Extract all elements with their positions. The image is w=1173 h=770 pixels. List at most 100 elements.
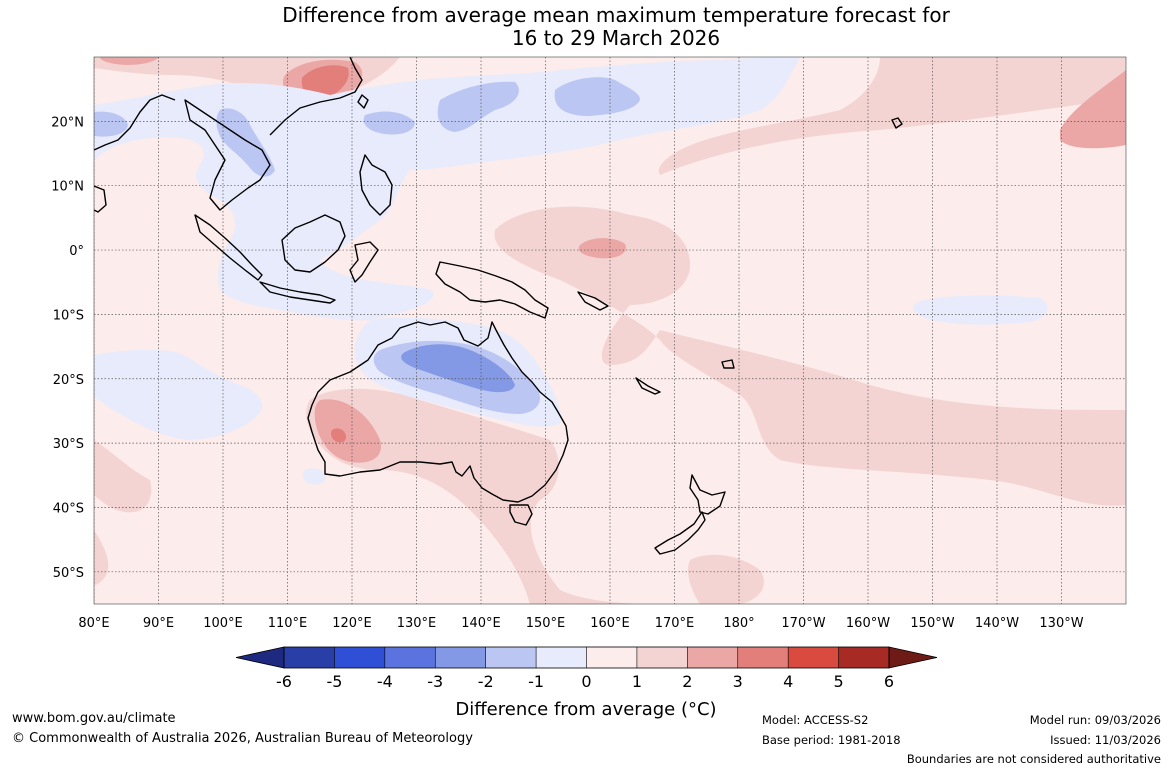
coast-sumatra — [194, 214, 263, 281]
coastlines — [94, 57, 903, 555]
footer-model-run: Model run: 09/03/2026 — [1029, 713, 1161, 727]
anomaly-red-china — [301, 65, 349, 99]
colorbar-tick-label: -2 — [478, 672, 494, 691]
coast-sulawesi — [349, 241, 379, 283]
anomaly-light-red-central-pacific — [494, 206, 1126, 506]
anomaly-light-blue-north — [94, 57, 800, 321]
footer-copyright: © Commonwealth of Australia 2026, Austra… — [12, 731, 473, 746]
colorbar-tick-label: 5 — [833, 672, 843, 691]
footer-issued: Issued: 11/03/2026 — [1050, 733, 1161, 747]
lon-label: 130°E — [397, 616, 437, 631]
lon-label: 160°W — [846, 616, 890, 631]
anomaly-mid-blue-north-3 — [363, 111, 415, 135]
anomaly-red-wa — [331, 428, 347, 443]
anomaly-mid-blue-north-2 — [554, 77, 640, 116]
colorbar-segment — [384, 647, 436, 668]
coast-tasmania — [509, 504, 533, 526]
coast-solomons — [577, 291, 609, 311]
coast-new-zealand-south — [654, 511, 706, 555]
colorbar-segment — [485, 647, 537, 668]
title-line-2: 16 to 29 March 2026 — [511, 26, 721, 50]
latitude-labels: 20°N 10°N 0° 10°S 20°S 30°S 40°S 50°S — [51, 115, 84, 580]
lat-label: 20°N — [51, 115, 84, 130]
lon-label: 110°E — [268, 616, 308, 631]
anomaly-mid-blue-north-1 — [437, 81, 519, 132]
coast-new-caledonia — [635, 377, 661, 395]
coast-hawaii — [891, 117, 903, 129]
colorbar-title: Difference from average (°C) — [455, 699, 716, 720]
coast-philippines — [359, 154, 393, 216]
anomaly-light-blue-indian — [94, 349, 263, 440]
lat-label: 10°N — [51, 180, 84, 195]
lon-label: 170°W — [781, 616, 825, 631]
lat-label: 20°S — [53, 373, 84, 388]
anomaly-mid-red-northeast — [1060, 70, 1126, 149]
lon-label: 170°E — [655, 616, 695, 631]
coast-java — [259, 281, 336, 304]
footer-boundaries: Boundaries are not considered authoritat… — [906, 752, 1161, 766]
footer-website: www.bom.gov.au/climate — [12, 711, 176, 726]
anomaly-light-blue-se — [302, 468, 326, 485]
lat-label: 50°S — [53, 566, 84, 581]
coast-australia — [307, 321, 569, 503]
anomaly-light-red-southwest — [94, 530, 109, 585]
colorbar-tick-label: 6 — [884, 672, 894, 691]
lon-label: 140°W — [975, 616, 1019, 631]
lat-label: 40°S — [53, 501, 84, 516]
colorbar-tick-label: -5 — [326, 672, 342, 691]
anomaly-light-red-tasman — [688, 554, 764, 604]
colorbar-segment — [788, 647, 840, 668]
lat-label: 0° — [69, 244, 84, 259]
colorbar-segment — [636, 647, 688, 668]
coast-india — [94, 94, 176, 151]
coast-indochina — [184, 99, 271, 211]
coast-sri-lanka — [94, 185, 107, 213]
anomaly-mid-red-equatorial — [578, 238, 626, 259]
colorbar-segment — [838, 647, 890, 668]
coast-new-zealand-north — [689, 474, 726, 515]
coast-fiji — [721, 359, 735, 369]
colorbar-segment — [334, 647, 386, 668]
colorbar-segment — [435, 647, 487, 668]
coast-new-guinea — [435, 261, 549, 319]
lat-label: 10°S — [53, 308, 84, 323]
colorbar-tick-label: -4 — [377, 672, 393, 691]
anomaly-light-red-indian-ocean — [94, 440, 152, 513]
title-line-1: Difference from average mean maximum tem… — [282, 3, 950, 27]
colorbar-tick-label: 0 — [581, 672, 591, 691]
colorbar-tick-label: -3 — [427, 672, 443, 691]
coast-china — [269, 57, 363, 136]
map-title: Difference from average mean maximum tem… — [0, 4, 1173, 50]
lon-label: 90°E — [143, 616, 174, 631]
anomaly-mid-red-himalaya — [100, 57, 160, 65]
colorbar-tick-label: 1 — [632, 672, 642, 691]
lon-label: 80°E — [78, 616, 109, 631]
lon-label: 130°W — [1039, 616, 1083, 631]
colorbar-ticks: -6 -5 -4 -3 -2 -1 0 1 2 3 4 5 6 — [276, 647, 894, 691]
coast-taiwan — [357, 94, 369, 109]
colorbar-segment — [737, 647, 789, 668]
map-frame — [93, 56, 1127, 605]
colorbar-tick-label: 4 — [783, 672, 793, 691]
lat-label: 30°S — [53, 437, 84, 452]
colorbar-high-extend — [888, 646, 938, 669]
colorbar-segment — [687, 647, 739, 668]
colorbar-low-extend — [235, 646, 285, 669]
lon-label: 120°E — [332, 616, 372, 631]
colorbar-tick-label: -1 — [528, 672, 544, 691]
footer-model: Model: ACCESS-S2 — [762, 713, 869, 727]
anomaly-mid-blue-west — [94, 111, 128, 137]
lon-label: 140°E — [461, 616, 501, 631]
lon-label: 180° — [723, 616, 754, 631]
anomaly-mid-red-australia — [314, 399, 381, 463]
colorbar — [235, 646, 938, 669]
anomaly-blue-nau — [401, 344, 515, 393]
anomaly-light-red-australia — [306, 388, 660, 604]
anomaly-light-blue-pacific — [913, 295, 1048, 325]
colorbar-tick-label: 2 — [682, 672, 692, 691]
lon-label: 150°E — [526, 616, 566, 631]
colorbar-tick-label: 3 — [733, 672, 743, 691]
anomaly-field — [94, 57, 1126, 604]
lon-label: 100°E — [203, 616, 243, 631]
